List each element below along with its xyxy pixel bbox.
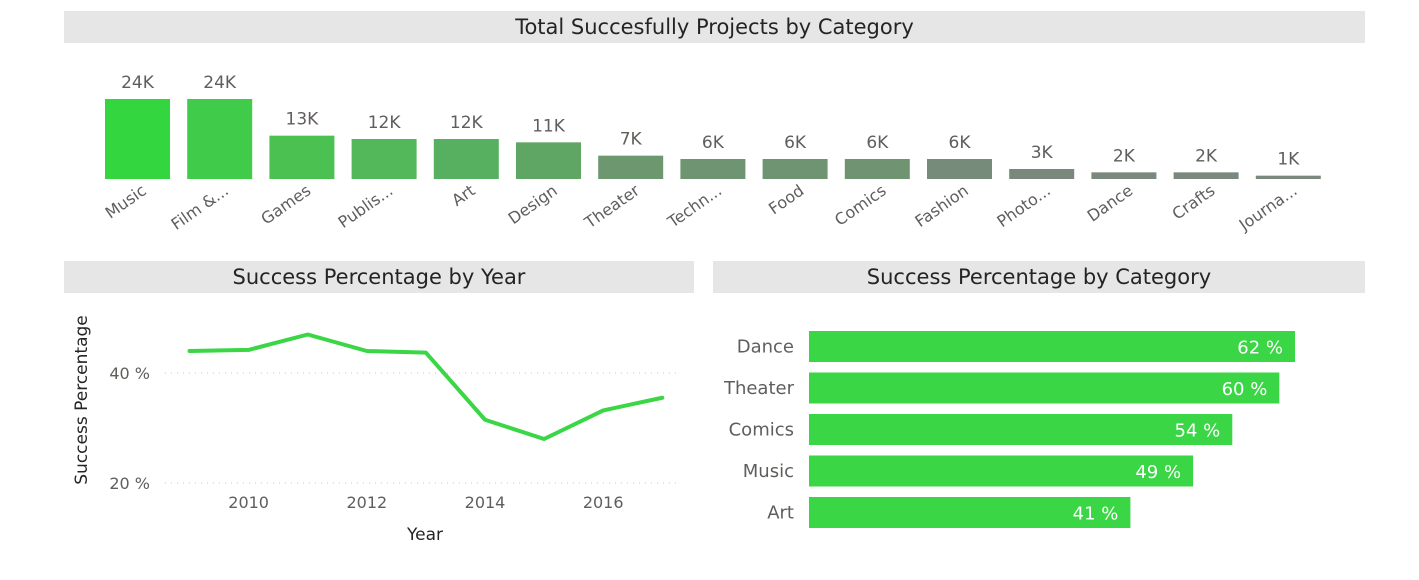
- bar-data-label: 7K: [620, 130, 643, 150]
- category-bar: [1091, 172, 1157, 179]
- category-bar: [1009, 169, 1075, 179]
- success-line-series: [187, 332, 665, 441]
- bar-data-label: 6K: [949, 133, 972, 153]
- hbar-data-label: 54 %: [1175, 421, 1221, 442]
- bar-data-label: 12K: [368, 113, 402, 133]
- hbar-data-label: 49 %: [1135, 462, 1181, 483]
- category-bar: [762, 159, 828, 179]
- bar-data-label: 6K: [784, 133, 807, 153]
- bar-data-label: 1K: [1277, 150, 1300, 170]
- category-bar: [927, 159, 992, 179]
- category-axis-label: Theater: [723, 378, 795, 399]
- category-bar: [516, 142, 581, 179]
- category-bar: [1173, 172, 1239, 179]
- bar-data-label: 24K: [121, 73, 155, 93]
- category-hbar: [809, 414, 1233, 445]
- bar-data-label: 13K: [286, 110, 320, 130]
- y-axis-title: Success Percentage: [72, 315, 92, 484]
- x-tick-label: 2012: [346, 493, 387, 512]
- bar-data-label: 2K: [1195, 146, 1218, 166]
- category-bar: [269, 135, 335, 179]
- x-tick-label: 2016: [583, 493, 624, 512]
- bar-chart-title: Total Succesfully Projects by Category: [64, 11, 1365, 43]
- category-bar: [844, 159, 910, 179]
- category-axis-label: Dance: [737, 337, 794, 358]
- category-bar: [433, 139, 499, 179]
- category-axis-label: Comics: [729, 420, 794, 441]
- category-bar: [351, 139, 417, 179]
- bar-data-label: 6K: [702, 133, 725, 153]
- hbar-data-label: 41 %: [1073, 504, 1119, 525]
- category-hbar: [809, 331, 1295, 362]
- x-tick-label: 2010: [228, 493, 269, 512]
- line-chart-title: Success Percentage by Year: [64, 261, 694, 293]
- category-bar: [105, 99, 170, 179]
- category-axis-label: Art: [767, 503, 794, 524]
- hbar-data-label: 62 %: [1237, 338, 1283, 359]
- category-hbar: [809, 455, 1194, 487]
- hbar-data-label: 60 %: [1222, 379, 1268, 400]
- bar-data-label: 2K: [1113, 146, 1136, 166]
- bar-data-label: 12K: [450, 113, 484, 133]
- category-bar: [598, 155, 664, 179]
- x-axis-title: Year: [406, 525, 443, 545]
- bar-data-label: 24K: [203, 73, 237, 93]
- category-bar: [680, 159, 746, 179]
- category-axis-label: Music: [743, 461, 794, 482]
- y-tick-label: 20 %: [109, 474, 150, 493]
- category-hbar: [809, 372, 1280, 404]
- hbar-chart-title: Success Percentage by Category: [713, 261, 1365, 293]
- x-tick-label: 2014: [465, 493, 506, 512]
- category-bar: [1255, 175, 1321, 179]
- bar-data-label: 6K: [866, 133, 889, 153]
- category-hbar: [809, 497, 1131, 528]
- category-bar: [187, 99, 253, 179]
- y-tick-label: 40 %: [109, 364, 150, 383]
- bar-data-label: 11K: [532, 116, 566, 136]
- bar-data-label: 3K: [1031, 143, 1054, 163]
